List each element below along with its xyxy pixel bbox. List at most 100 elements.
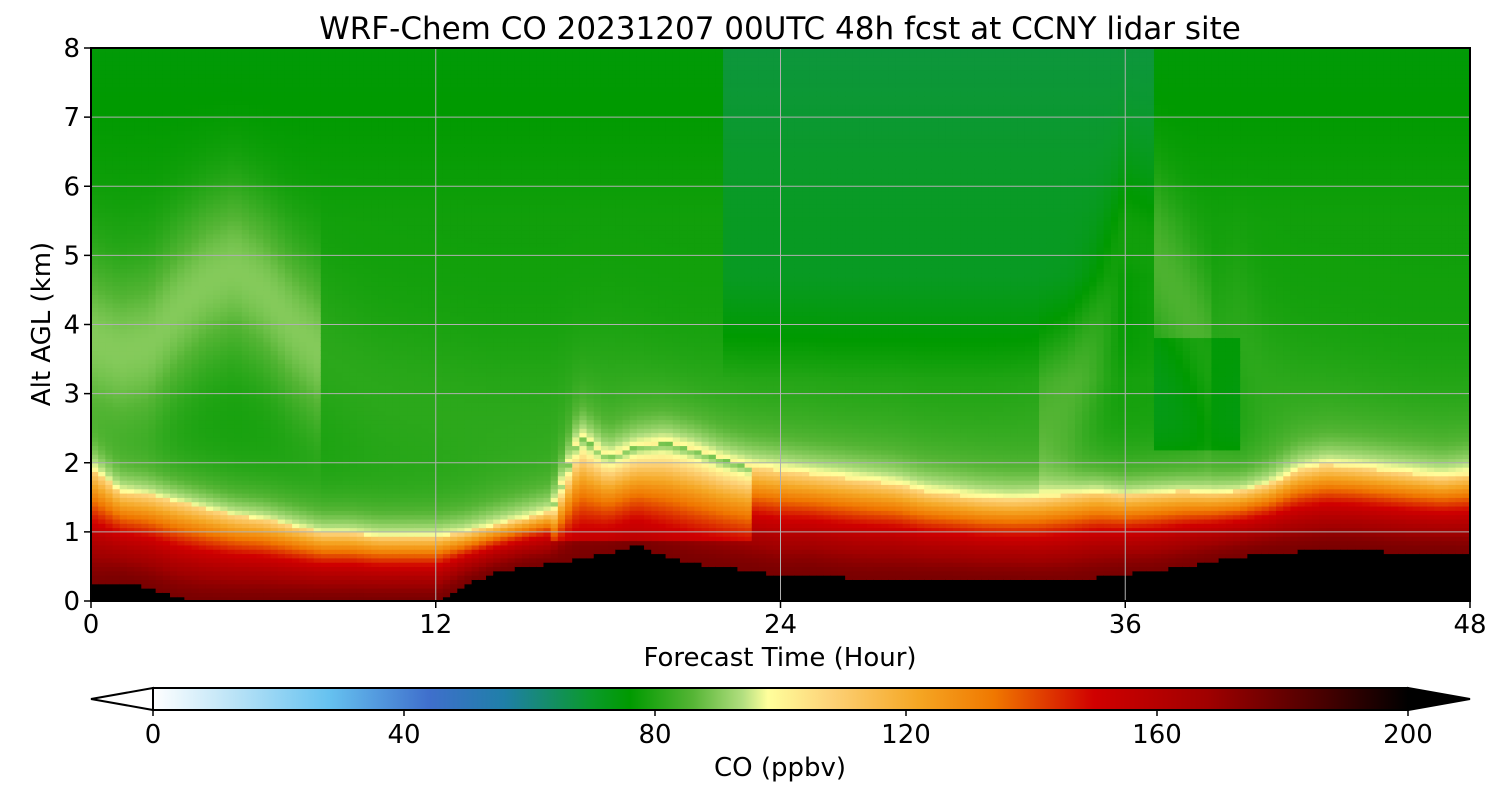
heatmap-cell xyxy=(205,518,214,524)
heatmap-cell xyxy=(134,492,142,498)
heatmap-cell xyxy=(349,229,358,235)
heatmap-cell xyxy=(256,233,264,239)
heatmap-cell xyxy=(270,583,279,589)
heatmap-cell xyxy=(284,557,293,563)
heatmap-cell xyxy=(349,544,358,550)
heatmap-cell xyxy=(184,242,193,248)
heatmap-cell xyxy=(277,281,286,287)
heatmap-cell xyxy=(119,415,128,421)
heatmap-cell xyxy=(91,199,99,205)
heatmap-cell xyxy=(162,596,171,601)
heatmap-cell xyxy=(126,160,135,166)
heatmap-cell xyxy=(249,255,257,261)
heatmap-cell xyxy=(263,229,272,235)
heatmap-cell xyxy=(170,575,178,580)
heatmap-cell xyxy=(213,527,221,533)
heatmap-cell xyxy=(91,471,99,477)
heatmap-cell xyxy=(313,588,322,593)
heatmap-cell xyxy=(284,151,293,157)
heatmap-cell xyxy=(241,384,250,390)
heatmap-cell xyxy=(270,354,279,360)
heatmap-cell xyxy=(141,78,150,84)
heatmap-cell xyxy=(205,475,214,481)
heatmap-cell xyxy=(191,410,200,416)
heatmap-cell xyxy=(270,220,279,226)
heatmap-cell xyxy=(277,324,286,330)
heatmap-cell xyxy=(320,354,329,360)
heatmap-cell xyxy=(91,315,99,321)
heatmap-cell xyxy=(220,320,229,326)
heatmap-cell xyxy=(220,207,229,213)
heatmap-cell xyxy=(105,134,114,140)
heatmap-cell xyxy=(205,579,214,585)
heatmap-cell xyxy=(155,419,164,425)
heatmap-cell xyxy=(177,82,185,88)
heatmap-cell xyxy=(313,467,322,472)
heatmap-cell xyxy=(98,272,106,278)
heatmap-cell xyxy=(155,363,164,369)
heatmap-cell xyxy=(227,596,236,601)
heatmap-cell xyxy=(256,389,264,395)
heatmap-cell xyxy=(105,410,114,416)
heatmap-cell xyxy=(91,73,99,79)
heatmap-cell xyxy=(134,333,142,339)
heatmap-cell xyxy=(91,121,99,127)
heatmap-cell xyxy=(284,181,293,187)
heatmap-cell xyxy=(184,333,193,339)
heatmap-cell xyxy=(220,372,229,377)
heatmap-cell xyxy=(320,389,329,395)
heatmap-cell xyxy=(155,207,164,213)
heatmap-cell xyxy=(141,108,150,114)
heatmap-cell xyxy=(205,138,214,144)
heatmap-cell xyxy=(198,514,207,520)
heatmap-cell xyxy=(220,156,229,161)
heatmap-cell xyxy=(213,484,221,490)
heatmap-cell xyxy=(234,242,243,248)
heatmap-cell xyxy=(227,78,236,84)
heatmap-cell xyxy=(98,259,106,265)
heatmap-cell xyxy=(119,488,128,494)
heatmap-cell xyxy=(306,501,315,507)
heatmap-cell xyxy=(249,69,257,75)
heatmap-cell xyxy=(119,181,128,187)
heatmap-cell xyxy=(155,307,164,313)
heatmap-cell xyxy=(356,462,365,468)
heatmap-cell xyxy=(249,523,257,529)
heatmap-cell xyxy=(205,207,214,213)
heatmap-cell xyxy=(126,276,135,282)
heatmap-cell xyxy=(306,298,315,304)
heatmap-cell xyxy=(306,108,315,114)
heatmap-cell xyxy=(349,441,358,447)
heatmap-cell xyxy=(263,164,272,170)
heatmap-cell xyxy=(277,488,286,494)
heatmap-cell xyxy=(270,557,279,563)
heatmap-cell xyxy=(270,536,279,542)
heatmap-cell xyxy=(105,380,114,386)
heatmap-cell xyxy=(98,177,106,183)
heatmap-cell xyxy=(112,458,121,464)
heatmap-cell xyxy=(234,69,243,75)
heatmap-cell xyxy=(155,276,164,282)
heatmap-cell xyxy=(184,246,193,252)
heatmap-cell xyxy=(292,432,300,438)
heatmap-cell xyxy=(349,302,358,308)
heatmap-cell xyxy=(198,143,207,148)
heatmap-cell xyxy=(320,384,329,390)
heatmap-cell xyxy=(234,531,243,537)
heatmap-cell xyxy=(119,402,128,408)
heatmap-cell xyxy=(349,471,358,477)
heatmap-cell xyxy=(126,294,135,300)
heatmap-cell xyxy=(155,475,164,481)
heatmap-cell xyxy=(227,492,236,498)
heatmap-cell xyxy=(170,281,178,287)
heatmap-cell xyxy=(177,99,185,105)
heatmap-cell xyxy=(227,441,236,447)
heatmap-cell xyxy=(328,536,336,542)
heatmap-cell xyxy=(170,164,178,170)
heatmap-cell xyxy=(328,320,336,326)
heatmap-cell xyxy=(342,471,351,477)
heatmap-cell xyxy=(112,544,121,550)
heatmap-cell xyxy=(241,233,250,239)
heatmap-cell xyxy=(148,397,157,403)
heatmap-cell xyxy=(234,285,243,291)
